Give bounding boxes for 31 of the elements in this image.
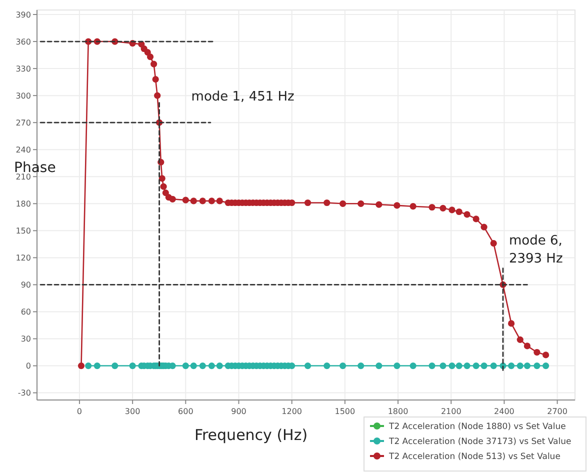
y-tick-label: 150 [16, 226, 31, 236]
y-tick-label: 210 [16, 172, 31, 182]
x-tick-label: 2100 [440, 407, 462, 416]
x-tick-label: 0 [76, 407, 82, 416]
y-tick-label: 360 [16, 37, 31, 46]
y-tick-label: 270 [16, 118, 31, 128]
annotation: mode 6, 2393 Hz [508, 234, 563, 267]
y-tick-label: 0 [26, 362, 31, 371]
x-tick-label: 600 [178, 407, 194, 416]
legend-label: T2 Acceleration (Node 513) vs Set Value [388, 452, 560, 462]
y-tick-label: -30 [18, 388, 31, 398]
y-tick-label: 240 [16, 145, 31, 154]
y-tick-label: 30 [20, 334, 31, 344]
y-tick-label: 120 [16, 253, 31, 262]
x-tick-label: 300 [124, 407, 140, 416]
x-tick-label: 900 [231, 407, 246, 416]
y-tick-label: 180 [16, 199, 31, 208]
y-tick-label: 60 [20, 308, 31, 317]
y-tick-label: 300 [16, 91, 31, 100]
x-tick-label: 2400 [494, 407, 514, 416]
legend-label: T2 Acceleration (Node 1880) vs Set Value [388, 422, 566, 432]
x-tick-label: 2700 [547, 407, 568, 416]
y-tick-label: 330 [16, 64, 31, 74]
x-tick-label: 1200 [282, 407, 302, 416]
x-axis-title: Frequency (Hz) [194, 426, 308, 444]
legend-label: T2 Acceleration (Node 37173) vs Set Value [388, 436, 572, 447]
annotation: mode 1, 451 Hz [191, 90, 295, 105]
y-tick-label: 90 [20, 280, 31, 290]
y-tick-label: 390 [16, 10, 31, 20]
x-tick-label: 1800 [388, 407, 408, 416]
x-tick-label: 1500 [334, 407, 356, 416]
